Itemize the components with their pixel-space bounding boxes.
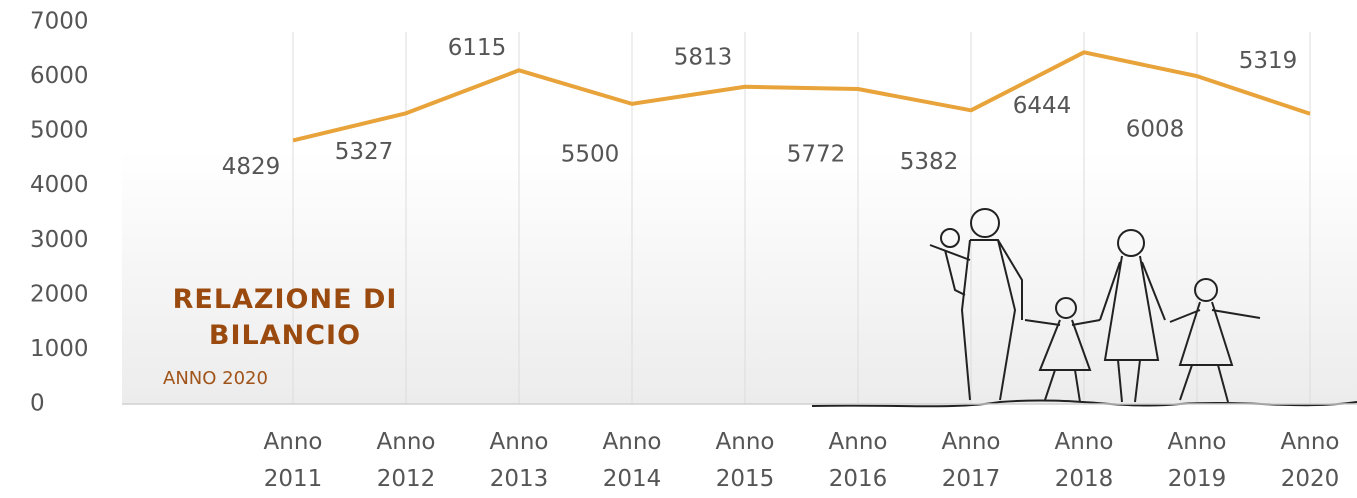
data-label: 5327 — [335, 139, 394, 165]
x-tick-label: Anno 2016 — [828, 429, 888, 492]
data-label: 4829 — [222, 154, 281, 180]
x-tick-label: Anno 2013 — [489, 429, 549, 492]
y-tick-label: 7000 — [30, 9, 89, 35]
y-tick-label: 3000 — [30, 227, 89, 253]
data-label: 6444 — [1013, 93, 1072, 119]
x-tick-label: Anno 2011 — [263, 429, 323, 492]
x-tick-label: Anno 2019 — [1167, 429, 1227, 492]
x-tick-label: Anno 2018 — [1054, 429, 1114, 492]
x-tick-label: Anno 2012 — [376, 429, 436, 492]
data-label: 5500 — [561, 141, 620, 167]
y-tick-label: 2000 — [30, 281, 89, 307]
x-tick-label: Anno 2020 — [1280, 429, 1340, 492]
overlay-title: RELAZIONE DI BILANCIO — [172, 284, 398, 351]
y-tick-label: 4000 — [30, 172, 89, 198]
data-label: 5813 — [674, 44, 733, 70]
data-label: 5772 — [787, 142, 846, 168]
overlay-subtitle: ANNO 2020 — [163, 368, 268, 389]
y-tick-label: 1000 — [30, 336, 89, 362]
family-drawing — [811, 208, 1357, 408]
y-tick-label: 5000 — [30, 118, 89, 144]
data-label: 6008 — [1126, 117, 1185, 143]
plot-background — [122, 150, 1357, 404]
y-tick-label: 0 — [30, 391, 45, 417]
data-label: 5319 — [1239, 48, 1298, 74]
y-tick-label: 6000 — [30, 63, 89, 89]
line-series — [292, 50, 1311, 143]
data-label: 6115 — [448, 35, 507, 61]
x-tick-label: Anno 2017 — [941, 429, 1001, 492]
x-tick-label: Anno 2015 — [715, 429, 775, 492]
x-tick-label: Anno 2014 — [602, 429, 662, 492]
data-label: 5382 — [900, 149, 959, 175]
